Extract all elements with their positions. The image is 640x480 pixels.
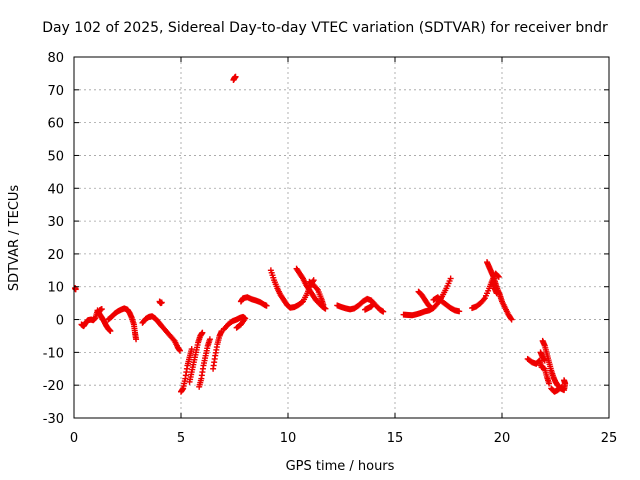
y-tick-label: -10 — [43, 346, 64, 361]
y-tick-label: 70 — [47, 84, 64, 99]
chart-title: Day 102 of 2025, Sidereal Day-to-day VTE… — [42, 20, 608, 36]
data-point — [370, 300, 377, 307]
data-point — [541, 357, 548, 364]
y-tick-label: 80 — [47, 51, 64, 66]
data-point — [494, 273, 501, 280]
y-tick-label: 30 — [47, 215, 64, 230]
x-tick-label: 25 — [601, 431, 618, 446]
plot-frame — [73, 56, 610, 419]
data-point — [546, 380, 553, 387]
x-tick-label: 0 — [70, 431, 78, 446]
y-axis-label: SDTVAR / TECUs — [7, 185, 22, 292]
data-point — [199, 329, 206, 336]
grid — [74, 57, 609, 418]
axis-ticks: 0 5 10 15 20 25 -30 -20 -10 0 10 20 30 40 50 60 70 80 — [43, 51, 618, 446]
x-tick-label: 20 — [494, 431, 511, 446]
data-point — [380, 308, 387, 315]
data-point — [320, 301, 327, 308]
data-point — [158, 299, 165, 306]
y-tick-label: -20 — [43, 379, 64, 394]
data-point — [263, 302, 270, 309]
y-tick-label: 40 — [47, 182, 64, 197]
data-point — [447, 275, 454, 282]
y-tick-label: 0 — [56, 314, 64, 329]
data-point — [313, 285, 320, 292]
y-tick-label: 10 — [47, 281, 64, 296]
data-point — [234, 323, 241, 330]
data-point — [188, 346, 195, 353]
data-point — [98, 306, 105, 313]
data-point — [561, 377, 568, 384]
x-axis-label: GPS time / hours — [286, 459, 395, 474]
x-tick-label: 5 — [177, 431, 185, 446]
data-point — [232, 73, 239, 80]
data-point — [508, 316, 515, 323]
data-point — [428, 305, 435, 312]
y-tick-label: 60 — [47, 117, 64, 132]
data-point — [558, 383, 565, 390]
data-point — [107, 328, 114, 335]
y-tick-label: 50 — [47, 149, 64, 164]
data-points — [72, 73, 569, 395]
data-point — [456, 308, 463, 315]
data-point — [495, 273, 502, 280]
data-point — [507, 315, 514, 322]
data-point — [480, 296, 487, 303]
data-point — [133, 336, 140, 343]
data-point — [557, 384, 564, 391]
data-point — [176, 347, 183, 354]
data-point — [493, 290, 500, 297]
x-tick-label: 10 — [280, 431, 297, 446]
data-point — [233, 324, 240, 331]
data-point — [206, 336, 213, 343]
data-point — [322, 305, 329, 312]
x-tick-label: 15 — [387, 431, 404, 446]
y-tick-label: 20 — [47, 248, 64, 263]
y-tick-label: -30 — [43, 412, 64, 427]
data-point — [427, 304, 434, 311]
